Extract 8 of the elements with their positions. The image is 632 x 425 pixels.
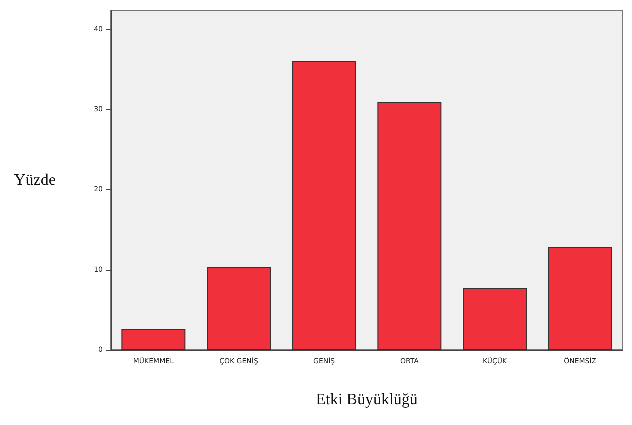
y-axis-title: Yüzde: [14, 172, 56, 189]
bar: [207, 267, 271, 350]
bar: [548, 247, 612, 350]
bar: [463, 288, 527, 350]
x-axis-title: Etki Büyüklüğü: [316, 392, 418, 408]
bar: [292, 61, 356, 350]
bar: [378, 102, 442, 350]
bar: [122, 329, 186, 350]
